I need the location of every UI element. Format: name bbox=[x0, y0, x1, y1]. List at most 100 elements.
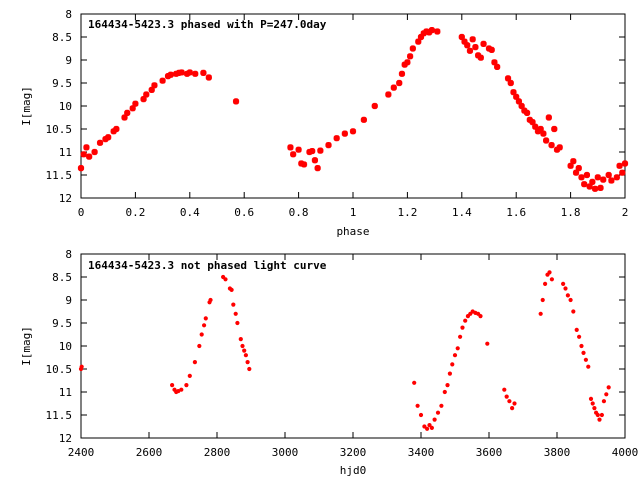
unphased-data-point: 2755, 9.75 bbox=[199, 332, 204, 337]
unphased-data-point: 3575, 9.35 bbox=[478, 314, 483, 319]
phased-data-point-core bbox=[114, 126, 119, 132]
phased-data-point-core bbox=[601, 177, 606, 182]
phased-data-point-core bbox=[494, 64, 500, 70]
unphased-x-tick-label: 3600 bbox=[476, 446, 503, 459]
unphased-x-tick-label: 3000 bbox=[272, 446, 299, 459]
unphased-x-tick-label: 2800 bbox=[204, 446, 231, 459]
phased-data-point-core bbox=[160, 78, 165, 83]
unphased-data-point: 2870, 9.85 bbox=[238, 337, 243, 342]
unphased-data-point: 3478, 10.85 bbox=[445, 383, 450, 388]
unphased-y-tick-label: 9.5 bbox=[52, 317, 72, 330]
phased-x-tick-label: 0.4 bbox=[180, 206, 200, 219]
unphased-data-point: 2848, 9.1 bbox=[231, 302, 236, 307]
phased-data-point-core bbox=[470, 37, 475, 42]
phased-data-point-core bbox=[405, 60, 410, 65]
phased-data-point-core bbox=[130, 106, 135, 111]
phased-data-point-core bbox=[592, 186, 598, 191]
unphased-data-point: 3910, 11.35 bbox=[592, 406, 597, 411]
unphased-x-tick-label: 2600 bbox=[136, 446, 163, 459]
phased-data-point-core bbox=[579, 175, 584, 180]
phased-data-point-core bbox=[505, 76, 511, 81]
unphased-y-tick-label: 8.5 bbox=[52, 271, 72, 284]
phased-data-point-core bbox=[187, 70, 192, 75]
phased-data-point-core bbox=[582, 182, 587, 187]
phased-data-point-core bbox=[416, 39, 421, 44]
unphased-data-point: 2748, 10 bbox=[197, 343, 202, 349]
unphased-x-tick-label: 4000 bbox=[612, 446, 639, 459]
phased-data-point-core bbox=[508, 80, 513, 86]
unphased-data-points: 2400, 10.52402, 10.452668, 10.852675, 10… bbox=[78, 270, 611, 431]
phased-data-point-core bbox=[511, 90, 516, 95]
unphased-y-axis-label: I[mag] bbox=[20, 326, 33, 366]
phased-y-tick-label: 8.5 bbox=[52, 31, 72, 44]
phased-data-point-core bbox=[519, 103, 524, 109]
phased-data-point-core bbox=[617, 163, 622, 168]
unphased-data-point: 3758, 9 bbox=[540, 297, 545, 303]
phased-data-point-core bbox=[429, 27, 435, 33]
unphased-data-point: 2710, 10.85 bbox=[184, 383, 189, 388]
unphased-data-point: 3390, 11.3 bbox=[415, 403, 420, 408]
unphased-data-point: 3872, 10 bbox=[579, 343, 584, 349]
unphased-data-point: 2855, 9.3 bbox=[233, 311, 238, 316]
unphased-data-point: 3400, 11.5 bbox=[418, 412, 424, 418]
phased-x-tick-label: 1.8 bbox=[561, 206, 581, 219]
phased-data-point-core bbox=[573, 170, 579, 175]
unphased-data-point: 2767, 9.4 bbox=[203, 316, 208, 321]
unphased-data-point: 3595, 9.95 bbox=[485, 341, 490, 346]
phased-data-point-core bbox=[465, 43, 470, 48]
phased-chart-title: 164434-5423.3 phased with P=247.0day bbox=[88, 18, 327, 31]
unphased-data-point: 3432, 11.78 bbox=[429, 425, 434, 430]
phased-data-point-core bbox=[133, 101, 138, 106]
unphased-y-tick-label: 8 bbox=[65, 248, 72, 261]
phased-x-axis-label: phase bbox=[336, 225, 369, 238]
phased-data-point-core bbox=[492, 60, 497, 65]
phased-data-point-core bbox=[546, 115, 552, 120]
phased-data-point-core bbox=[350, 129, 356, 134]
phased-data-point-core bbox=[296, 147, 301, 152]
phased-data-point-core bbox=[538, 126, 543, 132]
phased-data-point-core bbox=[318, 148, 323, 153]
unphased-data-point: 3878, 10.15 bbox=[581, 350, 586, 355]
unphased-data-point: 3892, 10.45 bbox=[586, 364, 591, 369]
phased-data-point-core bbox=[568, 163, 573, 168]
unphased-data-point: 3945, 11.05 bbox=[604, 392, 609, 397]
phased-data-point-core bbox=[141, 96, 146, 102]
phased-x-tick-label: 1 bbox=[350, 206, 357, 219]
phased-data-point-core bbox=[125, 110, 130, 116]
unphased-data-point: 2762, 9.55 bbox=[201, 323, 207, 328]
phased-data-point-core bbox=[201, 70, 206, 76]
unphased-x-tick-label: 2400 bbox=[68, 446, 95, 459]
phased-data-point-core bbox=[334, 136, 339, 141]
unphased-data-point: 3470, 11 bbox=[442, 389, 447, 395]
unphased-data-point: 3440, 11.6 bbox=[432, 417, 437, 422]
unphased-y-tick-label: 11.5 bbox=[46, 409, 73, 422]
phased-data-point-core bbox=[391, 85, 396, 90]
unphased-x-tick-label: 3200 bbox=[340, 446, 367, 459]
phased-data-point-core bbox=[606, 172, 611, 178]
unphased-axis-ticks: 2400 2600 2800 3000 3200 3400 3600 3800 4000 8 8.5… bbox=[46, 248, 639, 459]
phased-data-point-core bbox=[342, 131, 348, 136]
phased-data-point-core bbox=[168, 72, 173, 77]
unphased-data-point: 3938, 11.2 bbox=[601, 399, 607, 404]
unphased-data-point: 2890, 10.35 bbox=[245, 360, 250, 365]
unphased-data-point: 3905, 11.25 bbox=[590, 401, 595, 406]
unphased-data-point: 3865, 9.8 bbox=[577, 334, 582, 339]
phased-axis-ticks: 0 0.2 0.4 0.6 0.8 1 1.2 1.4 1.6 1.8 2 8 8.5 9 9.5 10 10.… bbox=[46, 8, 629, 219]
phased-y-tick-label: 12 bbox=[59, 192, 72, 205]
phased-data-point-core bbox=[206, 75, 212, 80]
unphased-y-tick-label: 11 bbox=[59, 386, 72, 399]
phased-data-point-core bbox=[122, 115, 127, 120]
unphased-data-point: 2668, 10.85 bbox=[170, 383, 175, 388]
unphased-data-point: 3500, 10.2 bbox=[452, 353, 458, 358]
unphased-data-point: 3952, 10.9 bbox=[606, 385, 611, 390]
phased-data-point-core bbox=[399, 71, 405, 76]
unphased-data-point: 2843, 8.78 bbox=[229, 287, 234, 292]
phased-data-point-core bbox=[78, 165, 84, 171]
unphased-x-axis-label: hjd0 bbox=[340, 464, 367, 477]
phased-data-point-core bbox=[407, 54, 413, 59]
phased-data-point-core bbox=[598, 185, 603, 191]
unphased-data-point: 2781, 9 bbox=[208, 297, 213, 303]
unphased-chart-title: 164434-5423.3 not phased light curve bbox=[88, 259, 327, 272]
phased-data-point-core bbox=[397, 80, 402, 86]
